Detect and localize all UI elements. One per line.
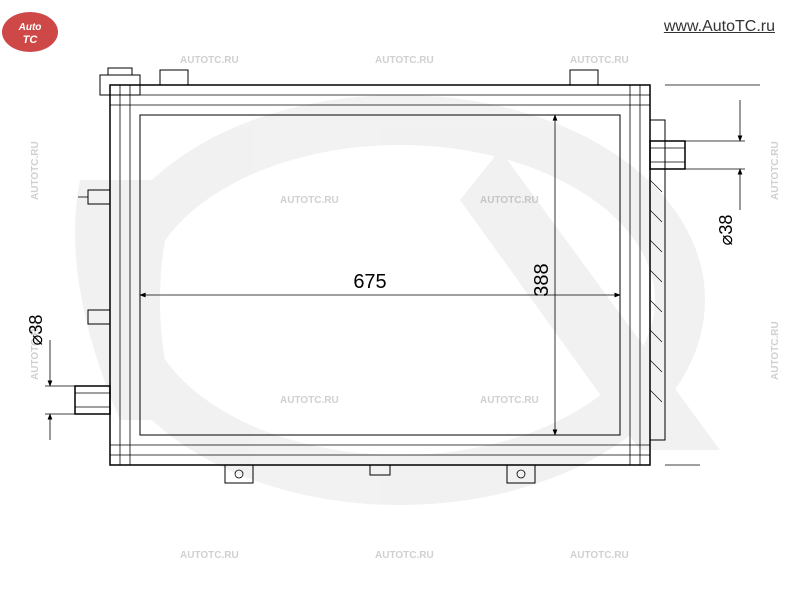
dim-right-dia: ⌀38: [716, 215, 736, 246]
dim-height: 388: [531, 263, 553, 296]
drawing-canvas: AUTOTC.RU AUTOTC.RU AUTOTC.RU AUTOTC.RU …: [0, 0, 800, 600]
dim-width: 675: [353, 271, 386, 293]
dim-left-dia: ⌀38: [26, 315, 46, 346]
radiator-drawing: 675 388 ⌀38 ⌀38: [0, 0, 800, 600]
svg-text:Auto: Auto: [18, 22, 42, 33]
source-url: www.AutoTC.ru: [664, 18, 775, 36]
logo-badge: Auto TC: [0, 10, 60, 55]
svg-text:TC: TC: [23, 34, 39, 46]
